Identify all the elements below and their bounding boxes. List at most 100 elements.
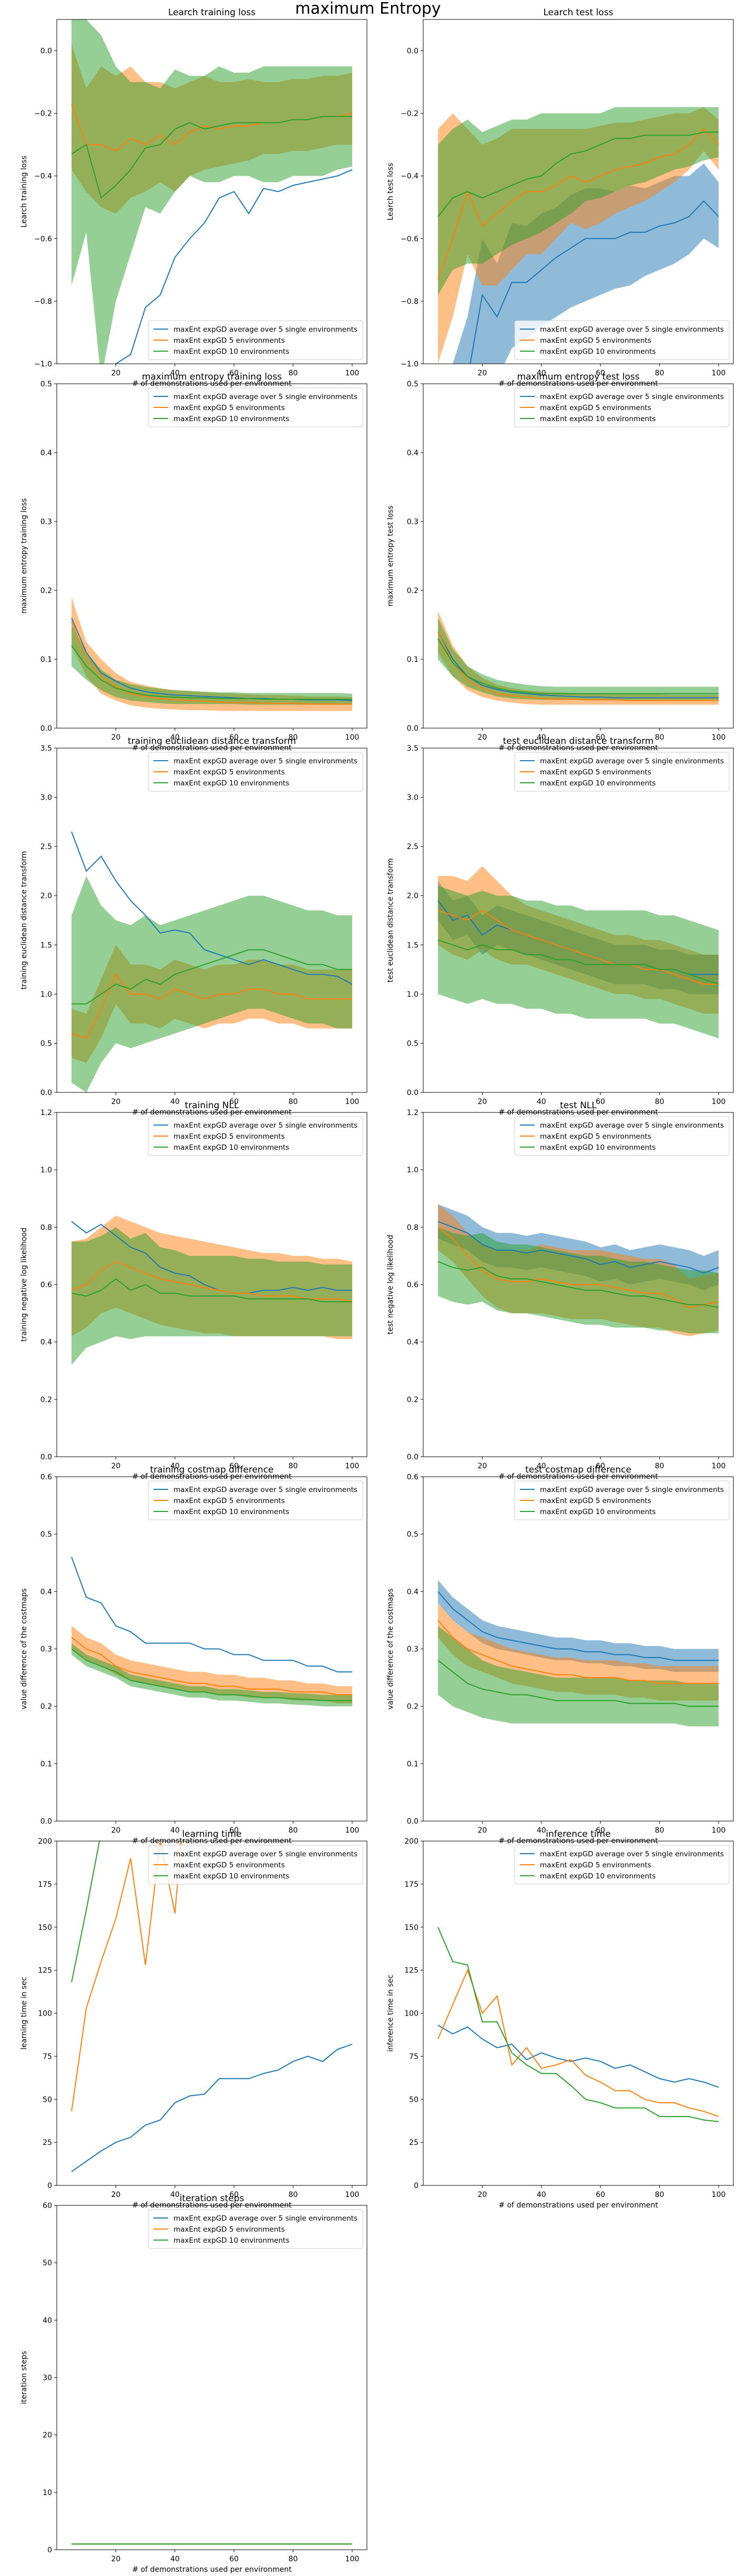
y-tick-label: 200	[38, 1837, 52, 1846]
series-line-blue	[115, 169, 353, 364]
y-tick-label: 0.4	[40, 449, 52, 457]
legend-label: maxEnt expGD 10 environments	[173, 1143, 289, 1152]
y-tick-label: 1.0	[40, 1166, 52, 1174]
x-tick-label: 60	[229, 369, 239, 377]
y-tick-label: 0.5	[407, 1039, 418, 1048]
y-tick-label: 3.5	[40, 744, 52, 753]
y-tick-label: 0.0	[40, 47, 52, 56]
legend: maxEnt expGD average over 5 single envir…	[148, 2209, 363, 2249]
legend-box	[148, 387, 363, 427]
x-tick-label: 100	[712, 733, 726, 742]
legend-label: maxEnt expGD 5 environments	[173, 768, 285, 776]
series-line-orange	[437, 128, 719, 280]
y-tick-label: 1.5	[407, 941, 418, 949]
legend-label: maxEnt expGD 10 environments	[540, 415, 656, 423]
y-tick-label: −0.2	[34, 110, 52, 118]
legend-label: maxEnt expGD average over 5 single envir…	[540, 1850, 724, 1858]
legend-box	[148, 1845, 363, 1885]
legend-label: maxEnt expGD average over 5 single envir…	[173, 1486, 357, 1494]
legend-label: maxEnt expGD 5 environments	[540, 768, 651, 776]
x-tick-label: 80	[289, 1462, 298, 1470]
y-tick-label: 0.5	[407, 380, 418, 389]
legend-label: maxEnt expGD average over 5 single envir…	[540, 1486, 724, 1494]
series-line-blue	[469, 200, 719, 364]
y-axis-label: test euclidean distance transform	[386, 858, 395, 982]
x-tick-label: 100	[712, 1826, 726, 1835]
confidence-band-blue	[453, 163, 719, 364]
x-tick-label: 20	[111, 369, 120, 377]
y-tick-label: 3.0	[407, 794, 418, 802]
x-tick-label: 60	[596, 1098, 605, 1106]
y-tick-label: 0.4	[407, 449, 418, 457]
chart-panel-3: 20 40 60 80 100 0.0 0.1 0.2 0.3 0.4 0.5 maximum ent…	[386, 372, 734, 752]
plot-area	[71, 1557, 352, 1706]
x-tick-label: 40	[537, 2191, 546, 2199]
chart-title: maximum entropy test loss	[517, 372, 639, 382]
series-line-orange	[71, 973, 352, 1039]
series-line-green	[437, 1927, 719, 2122]
x-axis-label: # of demonstrations used per environment	[132, 2565, 292, 2574]
x-tick-label: 20	[111, 2191, 120, 2199]
y-tick-label: 0.2	[40, 1396, 52, 1404]
y-tick-label: 0.6	[40, 1281, 52, 1290]
y-tick-label: 3.0	[40, 794, 52, 802]
x-tick-label: 60	[229, 1098, 239, 1106]
y-tick-label: 75	[409, 2052, 418, 2061]
y-axis-label: learning time in sec	[20, 1977, 28, 2049]
x-tick-label: 40	[537, 369, 546, 377]
y-tick-label: 10	[43, 2489, 52, 2497]
chart-title: iteration steps	[180, 2193, 244, 2204]
legend: maxEnt expGD average over 5 single envir…	[148, 320, 363, 360]
legend-label: maxEnt expGD 10 environments	[540, 347, 656, 356]
legend-label: maxEnt expGD 5 environments	[173, 1497, 285, 1505]
y-tick-label: 2.0	[40, 892, 52, 901]
legend-label: maxEnt expGD 10 environments	[173, 347, 289, 356]
confidence-band-orange	[71, 1626, 352, 1704]
y-tick-label: 50	[409, 2095, 418, 2104]
y-axis-label: value difference of the costmaps	[20, 1588, 28, 1709]
legend-label: maxEnt expGD average over 5 single envir…	[173, 757, 357, 765]
x-tick-label: 60	[229, 1826, 239, 1835]
series-line-blue	[71, 831, 353, 985]
x-tick-label: 100	[712, 1462, 726, 1470]
y-tick-label: 150	[404, 1924, 418, 1932]
y-tick-label: 1.2	[40, 1109, 52, 1117]
y-tick-label: 0.6	[40, 1473, 52, 1481]
x-tick-label: 20	[111, 1098, 120, 1106]
x-tick-label: 80	[289, 2191, 298, 2199]
plot-area	[437, 107, 719, 364]
chart-title: learning time	[182, 1829, 241, 1839]
legend-box	[514, 320, 730, 360]
legend-box	[148, 1480, 363, 1520]
y-tick-label: 0.0	[40, 1453, 52, 1461]
legend: maxEnt expGD average over 5 single envir…	[514, 1845, 730, 1885]
legend-label: maxEnt expGD 10 environments	[540, 1872, 656, 1880]
legend-label: maxEnt expGD average over 5 single envir…	[173, 325, 357, 334]
x-tick-label: 80	[655, 1462, 665, 1470]
legend: maxEnt expGD average over 5 single envir…	[148, 1480, 363, 1520]
legend-box	[148, 2209, 363, 2249]
legend-label: maxEnt expGD 10 environments	[173, 779, 289, 788]
legend-label: maxEnt expGD 10 environments	[540, 1143, 656, 1152]
y-tick-label: 1.5	[40, 941, 52, 949]
y-tick-label: 2.5	[40, 843, 52, 851]
chart-panel-11: 20 40 60 80 100 0 25 50 75 100 125 150 175 200 inferen…	[386, 1829, 734, 2210]
confidence-band-green	[71, 876, 352, 1092]
y-axis-label: maximum entropy training loss	[20, 498, 28, 614]
x-tick-label: 40	[170, 1098, 180, 1106]
plot-area	[71, 831, 353, 1092]
legend-label: maxEnt expGD 5 environments	[173, 336, 285, 345]
chart-panel-8: 20 40 60 80 100 0.0 0.1 0.2 0.3 0.4 0.5 0.6 training…	[20, 1465, 367, 1845]
y-tick-label: 3.5	[407, 744, 418, 753]
series-line-orange	[437, 1968, 719, 2117]
axes-frame	[56, 2205, 367, 2550]
x-tick-label: 100	[712, 369, 726, 377]
y-tick-label: 0.2	[407, 1396, 418, 1404]
y-axis-label: Learch test loss	[386, 163, 395, 221]
series-line-green	[71, 949, 352, 1005]
y-tick-label: 1.2	[407, 1109, 418, 1117]
series-line-blue	[437, 1221, 719, 1274]
y-tick-label: −0.8	[34, 298, 52, 306]
